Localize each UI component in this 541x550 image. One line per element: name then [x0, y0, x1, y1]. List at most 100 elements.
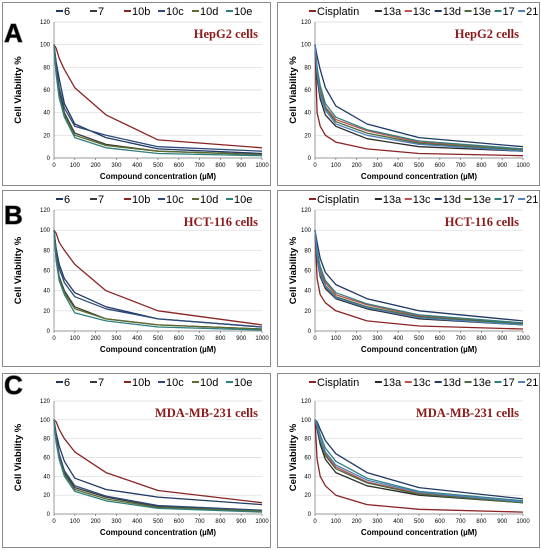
y-axis-title: Cell Viability % — [13, 423, 24, 491]
x-tick-label: 400 — [132, 519, 143, 525]
x-tick-label: 1000 — [255, 519, 269, 525]
legend-label: 6 — [64, 6, 70, 18]
x-tick-label: 800 — [215, 519, 226, 525]
y-axis-title: Cell Viability % — [13, 56, 24, 124]
x-tick-label: 400 — [132, 336, 143, 342]
x-tick-label: 600 — [174, 163, 185, 169]
series-line-6 — [53, 419, 263, 506]
x-tick-label: 300 — [372, 163, 383, 169]
y-tick-label: 100 — [301, 228, 312, 234]
chart-panel-3: 0 20 40 60 80 100 120 0 100 200 300 400 500 600 700 800… — [2, 190, 271, 367]
x-tick-label: 400 — [132, 163, 143, 169]
x-tick-label: 800 — [215, 336, 226, 342]
y-tick-label: 60 — [304, 269, 311, 275]
legend-item-13a: 13a — [374, 6, 402, 18]
legend-item-10d: 10d — [192, 194, 218, 206]
y-tick-label: 0 — [308, 329, 312, 335]
series-line-10b — [53, 229, 263, 326]
x-tick-label: 500 — [414, 163, 425, 169]
legend-item-cisplatin: Cisplatin — [309, 6, 359, 18]
legend-label: 13e — [473, 194, 491, 206]
legend-label: 13a — [383, 377, 402, 389]
x-tick-label: 300 — [111, 519, 122, 525]
series-line-cisplatin — [314, 44, 524, 157]
y-tick-label: 120 — [40, 399, 51, 405]
chart-title: MDA-MB-231 cells — [416, 406, 519, 420]
legend-label: 7 — [98, 6, 104, 18]
series-line-13d — [314, 230, 524, 322]
legend-item-17: 17 — [494, 194, 515, 206]
legend-label: 10e — [234, 377, 252, 389]
legend-label: 13e — [473, 6, 491, 18]
panel-frame — [277, 190, 540, 367]
legend-item-10e: 10e — [226, 6, 252, 18]
y-tick-label: 60 — [304, 88, 311, 94]
panel-frame — [2, 373, 271, 548]
legend-label: 17 — [503, 6, 515, 18]
y-tick-label: 40 — [304, 289, 311, 295]
legend-label: 6 — [64, 194, 70, 206]
legend-label: 21 — [526, 194, 538, 206]
x-tick-label: 700 — [195, 163, 206, 169]
legend-label: Cisplatin — [317, 6, 359, 18]
x-tick-label: 800 — [476, 336, 487, 342]
legend-item-6: 6 — [56, 194, 70, 206]
series-line-10b — [53, 44, 263, 149]
x-tick-label: 1000 — [516, 336, 530, 342]
legend-item-13e: 13e — [464, 377, 491, 389]
y-tick-label: 20 — [43, 133, 50, 139]
x-tick-label: 600 — [174, 336, 185, 342]
x-tick-label: 900 — [497, 519, 508, 525]
legend-item-13c: 13c — [404, 194, 431, 206]
x-axis-title: Compound concentration (µM) — [100, 345, 216, 354]
y-tick-label: 80 — [43, 248, 50, 254]
x-tick-label: 0 — [313, 163, 317, 169]
x-tick-label: 200 — [352, 336, 363, 342]
legend-label: 7 — [98, 194, 104, 206]
series-line-13d — [314, 419, 524, 500]
legend-item-10b: 10b — [124, 377, 150, 389]
y-tick-label: 60 — [304, 456, 311, 462]
series-line-21 — [314, 44, 524, 152]
y-tick-label: 20 — [43, 493, 50, 499]
legend-item-cisplatin: Cisplatin — [309, 194, 359, 206]
y-tick-label: 100 — [301, 43, 312, 49]
legend-item-7: 7 — [90, 6, 104, 18]
legend-label: 13e — [473, 377, 491, 389]
legend-label: 10b — [132, 194, 150, 206]
x-axis-title: Compound concentration (µM) — [361, 172, 477, 181]
series-line-17 — [314, 44, 524, 150]
legend-label: 10c — [166, 377, 184, 389]
legend-item-13d: 13d — [434, 6, 461, 18]
x-tick-label: 700 — [456, 336, 467, 342]
x-tick-label: 700 — [195, 336, 206, 342]
series-line-13a — [314, 44, 524, 152]
x-tick-label: 100 — [331, 163, 342, 169]
legend-label: 13d — [443, 377, 461, 389]
x-tick-label: 100 — [331, 519, 342, 525]
series-line-10e — [53, 44, 263, 157]
y-tick-label: 0 — [47, 329, 51, 335]
chart-panel-4: 0 20 40 60 80 100 120 0 100 200 300 400 500 600 700 800… — [277, 190, 540, 367]
y-tick-label: 60 — [43, 269, 50, 275]
legend-item-cisplatin: Cisplatin — [309, 377, 359, 389]
legend-item-13e: 13e — [464, 194, 491, 206]
legend-item-10c: 10c — [158, 377, 184, 389]
legend-item-10d: 10d — [192, 6, 218, 18]
x-tick-label: 600 — [435, 519, 446, 525]
x-tick-label: 700 — [195, 519, 206, 525]
panel-frame — [277, 373, 540, 548]
y-tick-label: 120 — [40, 20, 51, 26]
x-tick-label: 200 — [352, 519, 363, 525]
x-tick-label: 900 — [236, 519, 247, 525]
chart-panel-6: 0 20 40 60 80 100 120 0 100 200 300 400 500 600 700 800… — [277, 373, 540, 548]
x-axis-title: Compound concentration (µM) — [361, 528, 477, 537]
legend-label: 6 — [64, 377, 70, 389]
y-tick-label: 40 — [43, 111, 50, 117]
chart-title: HepG2 cells — [455, 27, 519, 41]
y-tick-label: 80 — [43, 437, 50, 443]
y-tick-label: 20 — [304, 133, 311, 139]
y-axis-title: Cell Viability % — [288, 423, 299, 491]
x-tick-label: 900 — [497, 336, 508, 342]
